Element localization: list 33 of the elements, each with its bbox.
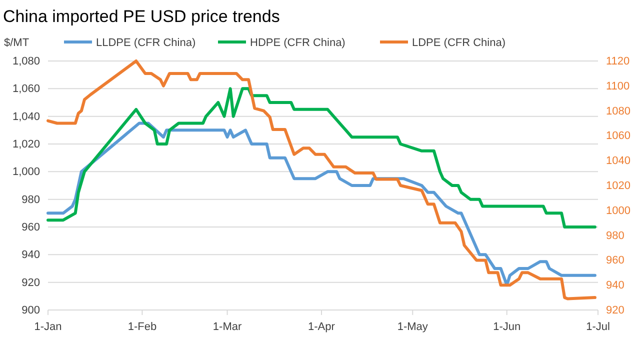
x-tick-label: 1-Jun <box>493 321 521 334</box>
y2-tick-label: 1000 <box>606 204 630 217</box>
y2-tick-label: 1120 <box>606 56 630 68</box>
y-tick-label: 900 <box>22 304 40 317</box>
y-tick-label: 1,040 <box>12 110 40 123</box>
y-tick-label: 1,080 <box>12 56 40 68</box>
y2-tick-label: 1100 <box>606 80 630 92</box>
y-tick-label: 1,060 <box>12 83 40 96</box>
y2-tick-label: 980 <box>606 230 624 242</box>
y-tick-label: 980 <box>22 194 40 206</box>
y-tick-label: 940 <box>22 249 40 262</box>
x-tick-label: 1-May <box>397 321 428 334</box>
y2-tick-label: 940 <box>606 280 624 292</box>
y2-tick-label: 1080 <box>606 105 630 118</box>
legend-label: HDPE (CFR China) <box>250 37 346 49</box>
y-tick-label: 1,020 <box>12 138 40 151</box>
y2-tick-label: 960 <box>606 254 624 267</box>
y-tick-label: 1,000 <box>12 166 40 178</box>
x-tick-label: 1-Mar <box>212 321 242 334</box>
x-tick-label: 1-Feb <box>128 321 157 334</box>
legend-label: LDPE (CFR China) <box>412 37 506 49</box>
y-axis-title: $/MT <box>4 37 30 49</box>
x-tick-label: 1-Jan <box>34 321 62 334</box>
y2-tick-label: 1020 <box>606 180 630 192</box>
y-tick-label: 960 <box>22 222 40 234</box>
y2-tick-label: 1040 <box>606 155 630 168</box>
x-tick-label: 1-Apr <box>308 321 336 334</box>
y-tick-label: 920 <box>22 276 40 289</box>
x-tick-label: 1-Jul <box>586 321 610 334</box>
y2-tick-label: 920 <box>606 304 624 317</box>
legend-label: LLDPE (CFR China) <box>96 37 196 49</box>
y2-tick-label: 1060 <box>606 130 630 142</box>
chart-title: China imported PE USD price trends <box>3 7 280 26</box>
